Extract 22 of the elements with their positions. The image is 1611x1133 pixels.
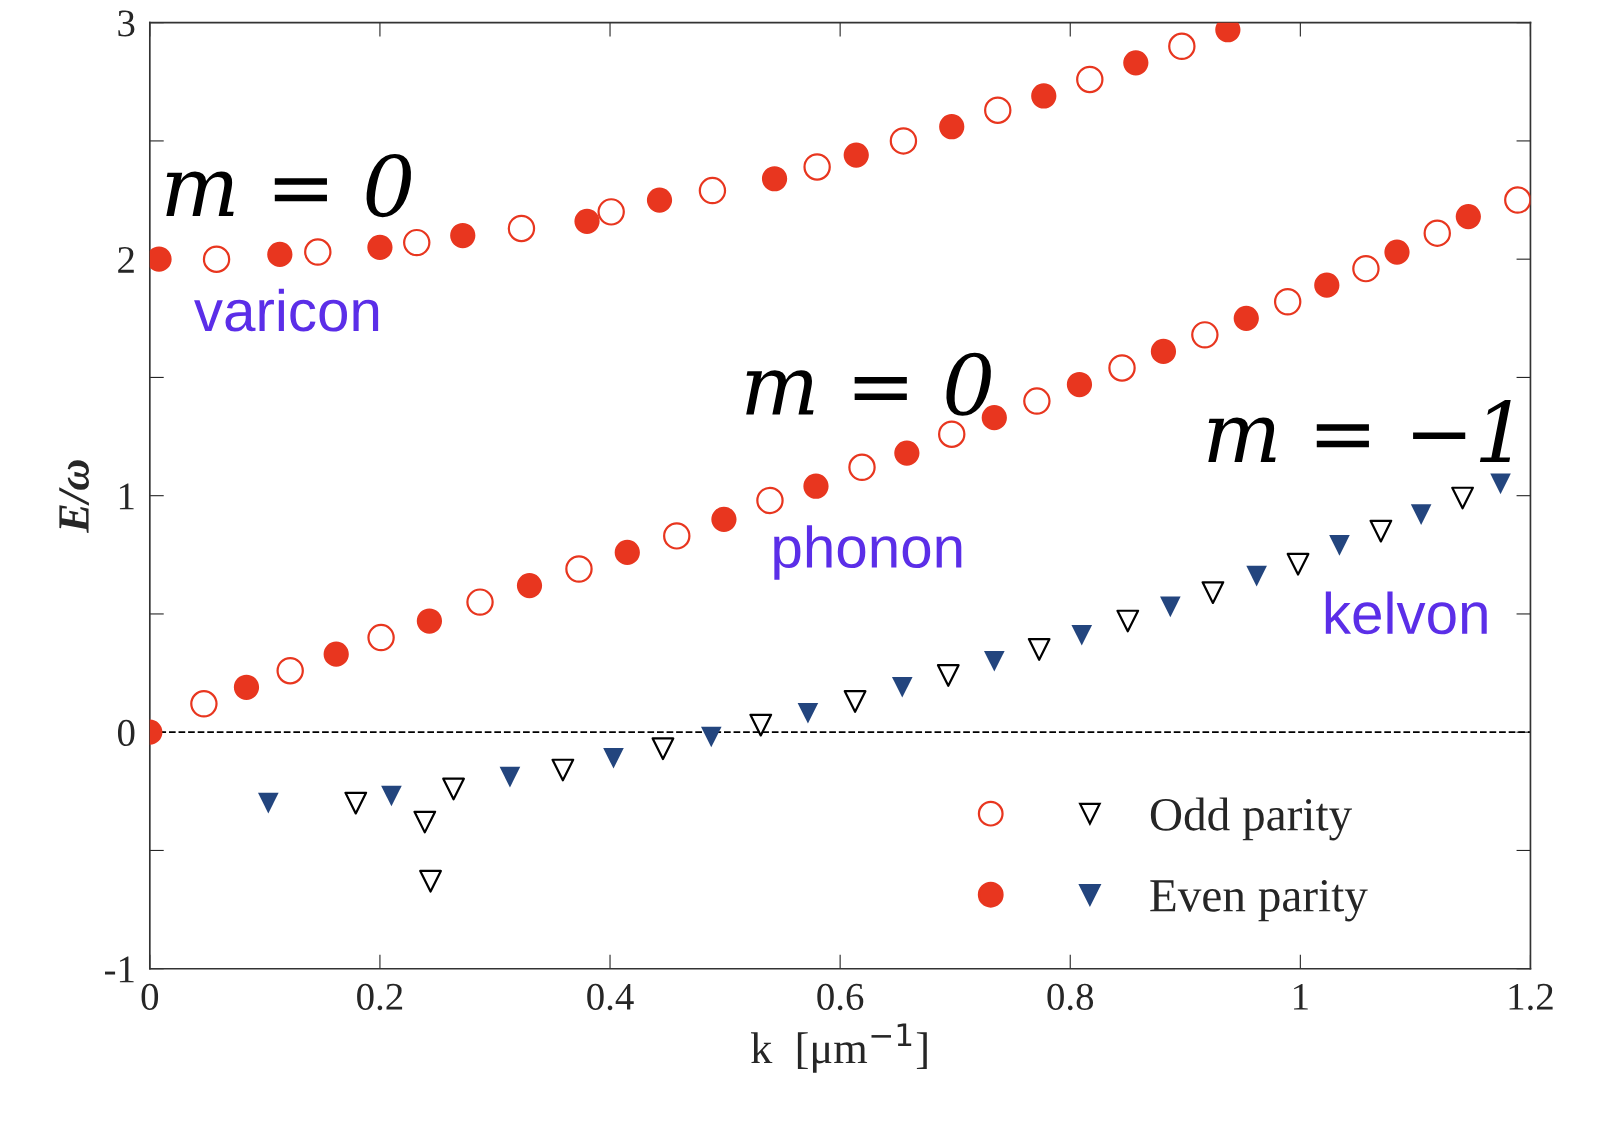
y-tick-label: 2 [118, 246, 134, 273]
annotation: m = 0 [746, 352, 991, 416]
legend-label: Odd parity [1150, 797, 1353, 841]
y-tick-label: 3 [118, 10, 135, 37]
legend-label: Even parity [1150, 879, 1368, 922]
y-tick-label: 0 [117, 719, 135, 747]
annotation: m = 0 [166, 154, 411, 218]
x-tick-label: 0.2 [357, 983, 403, 1011]
x-tick-label: 0.4 [587, 983, 634, 1011]
y-tick-label: -1 [104, 956, 134, 983]
annotation: phonon [774, 525, 962, 580]
y-axis-title: E/ω [59, 460, 89, 534]
x-tick-label: 1 [1294, 983, 1308, 1010]
x-axis-title: k [μm$^{−1}$] [750, 1023, 927, 1073]
x-tick-label: 0 [141, 983, 159, 1010]
annotation: varicon [194, 288, 379, 332]
x-tick-label: 0.6 [817, 983, 864, 1011]
y-tick-label: 1 [119, 483, 134, 510]
annotation: m = −1 [1208, 400, 1511, 462]
annotation: kelvon [1325, 591, 1487, 635]
x-tick-label: 0.8 [1047, 983, 1094, 1011]
x-tick-label: 1.2 [1509, 983, 1553, 1011]
